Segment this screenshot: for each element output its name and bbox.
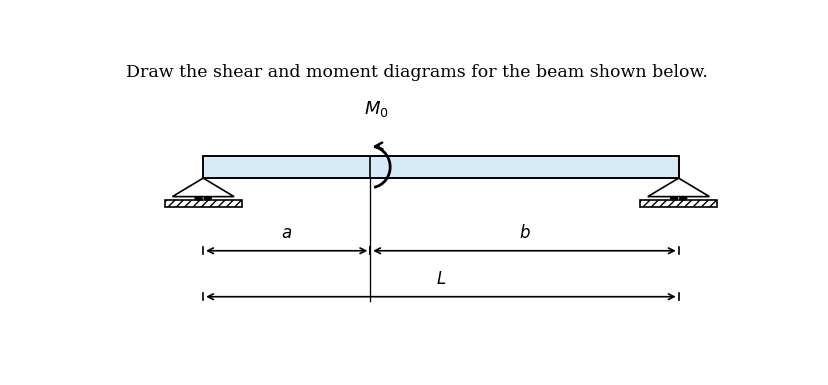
Text: $b$: $b$ [518, 224, 530, 242]
Bar [203, 156, 678, 178]
Bar [639, 200, 716, 207]
Text: $a$: $a$ [281, 225, 292, 242]
Circle shape [195, 197, 202, 200]
Text: $L$: $L$ [436, 271, 445, 288]
Polygon shape [172, 178, 233, 197]
Circle shape [204, 197, 211, 200]
Text: $M_0$: $M_0$ [363, 99, 388, 119]
Circle shape [670, 197, 676, 200]
Circle shape [679, 197, 686, 200]
Bar [165, 200, 242, 207]
Text: Draw the shear and moment diagrams for the beam shown below.: Draw the shear and moment diagrams for t… [126, 64, 707, 81]
Polygon shape [647, 178, 709, 197]
